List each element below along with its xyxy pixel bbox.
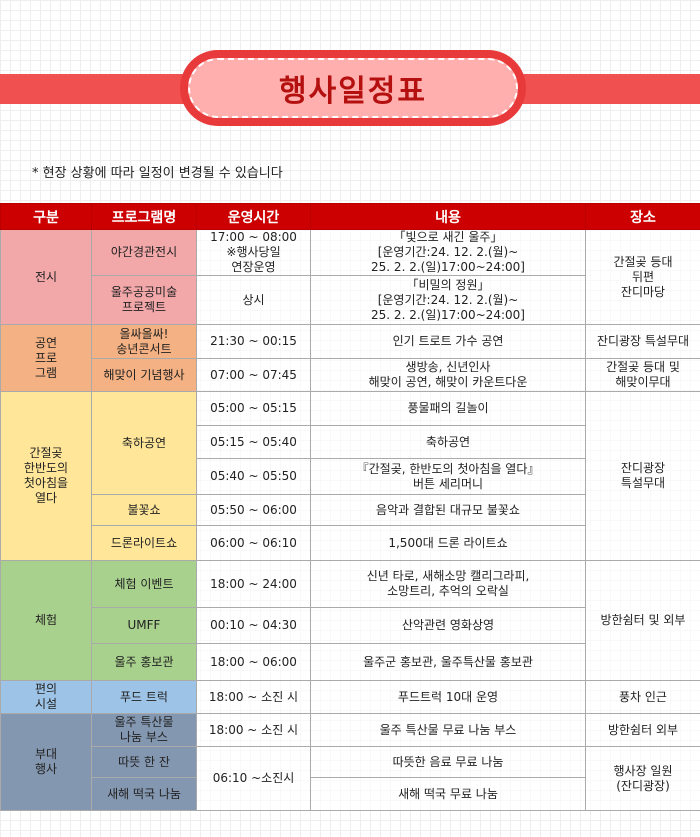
content-cell: 울주 특산물 무료 나눔 부스 [310,713,586,747]
content-cell: 「비밀의 정원」 [운영기간:24. 12. 2.(월)~ 25. 2. 2.(… [310,275,586,325]
content-cell: 산악관련 영화상영 [310,607,586,644]
category-cell: 편의 시설 [0,680,92,714]
header-place: 장소 [585,203,700,230]
category-cell: 체험 [0,560,92,681]
program-cell: 울주공공미술 프로젝트 [91,275,197,325]
program-cell: 야간경관전시 [91,229,197,276]
table-row: 울주공공미술 프로젝트 상시 「비밀의 정원」 [운영기간:24. 12. 2.(월… [1,275,700,325]
title-banner: 행사일정표 [180,50,526,126]
content-cell: 생방송, 신년인사 해맞이 공연, 해맞이 카운트다운 [310,358,586,392]
header-time: 운영시간 [196,203,311,230]
program-cell: 울주 특산물 나눔 부스 [91,713,197,747]
place-cell: 잔디광장 특설무대 [585,391,700,561]
content-cell: 따뜻한 음료 무료 나눔 [310,746,586,778]
header-category: 구분 [0,203,92,230]
table-row: 해맞이 기념행사 07:00 ~ 07:45 생방송, 신년인사 해맞이 공연, 해… [1,358,700,392]
program-cell: 체험 이벤트 [91,560,197,608]
table-row: 편의 시설 푸드 트럭 18:00 ~ 소진 시 푸드트럭 10대 운영 풍차 인근 [0,680,700,714]
header-program: 프로그램명 [91,203,197,230]
place-cell: 방한쉼터 외부 [585,713,700,747]
time-cell: 05:00 ~ 05:15 [196,391,311,426]
program-cell: 푸드 트럭 [91,680,197,714]
content-cell: 풍물패의 길놀이 [310,391,586,426]
time-cell: 18:00 ~ 소진 시 [196,680,311,714]
time-cell: 18:00 ~ 소진 시 [196,713,311,747]
place-cell: 방한쉼터 및 외부 [585,560,700,681]
content-cell: 1,500대 드론 라이트쇼 [310,525,586,561]
header-content: 내용 [310,203,586,230]
table-row: 간절곶 한반도의 첫아침을 열다 축하공연 05:00 ~ 05:15 풍물패의 길놀… [0,391,700,561]
content-cell: 「빛으로 새긴 울주」 [운영기간:24. 12. 2.(월)~ 25. 2. … [310,229,586,276]
time-cell: 상시 [196,275,311,325]
time-cell: 17:00 ~ 08:00 ※행사당일 연장운영 [196,229,311,276]
table-row: 울주 홍보관 18:00 ~ 06:00 울주군 홍보관, 울주특산물 홍보관 [1,643,700,681]
program-cell: 따뜻 한 잔 [91,746,197,778]
category-cell: 전시 [0,229,92,325]
content-cell: 『간절곶, 한반도의 첫아침을 열다』 버튼 세리머니 [310,458,586,495]
program-cell: UMFF [91,607,197,644]
time-cell: 21:30 ~ 00:15 [196,324,311,359]
table-row: 부대 행사 울주 특산물 나눔 부스 18:00 ~ 소진 시 울주 특산물 무료 나… [0,713,700,811]
time-cell: 06:10 ~소진시 [196,746,311,811]
content-cell: 푸드트럭 10대 운영 [310,680,586,714]
content-cell: 울주군 홍보관, 울주특산물 홍보관 [310,643,586,681]
time-cell: 00:10 ~ 04:30 [196,607,311,644]
program-cell: 올싸올싸! 송년콘서트 [91,324,197,359]
table-row: 드론라이트쇼 06:00 ~ 06:10 1,500대 드론 라이트쇼 [1,525,700,561]
category-cell: 공연 프로 그램 [0,324,92,392]
schedule-table: 구분 프로그램명 운영시간 내용 장소 전시 야간경관전시 17:00 ~ 08:0… [0,203,700,811]
schedule-note: * 현장 상황에 따라 일정이 변경될 수 있습니다 [32,166,283,181]
program-cell: 해맞이 기념행사 [91,358,197,392]
place-cell: 풍차 인근 [585,680,700,714]
table-row: 새해 떡국 나눔 새해 떡국 무료 나눔 [1,777,700,811]
table-row: UMFF 00:10 ~ 04:30 산악관련 영화상영 [1,607,700,644]
table-row: 05:15 ~ 05:40 축하공연 [1,425,700,459]
content-cell: 인기 트로트 가수 공연 [310,324,586,359]
category-cell: 간절곶 한반도의 첫아침을 열다 [0,391,92,561]
program-cell: 불꽃쇼 [91,494,197,526]
time-cell: 05:15 ~ 05:40 [196,425,311,459]
time-cell: 05:50 ~ 06:00 [196,494,311,526]
program-cell: 드론라이트쇼 [91,525,197,561]
time-cell: 07:00 ~ 07:45 [196,358,311,392]
table-header: 구분 프로그램명 운영시간 내용 장소 [0,203,700,230]
place-cell: 간절곶 등대 및 해맞이무대 [585,358,700,392]
program-cell: 축하공연 [91,391,197,495]
page-title: 행사일정표 [279,74,427,109]
content-cell: 축하공연 [310,425,586,459]
place-cell: 잔디광장 특설무대 [585,324,700,359]
table-row: 전시 야간경관전시 17:00 ~ 08:00 ※행사당일 연장운영 「빛으로 새긴 … [0,229,700,325]
content-cell: 음악과 결합된 대규모 불꽃쇼 [310,494,586,526]
program-cell: 울주 홍보관 [91,643,197,681]
content-cell: 신년 타로, 새해소망 캘리그라피, 소망트리, 추억의 오락실 [310,560,586,608]
time-cell: 18:00 ~ 06:00 [196,643,311,681]
time-cell: 18:00 ~ 24:00 [196,560,311,608]
content-cell: 새해 떡국 무료 나눔 [310,777,586,811]
table-row: 공연 프로 그램 올싸올싸! 송년콘서트 21:30 ~ 00:15 인기 트로트 가… [0,324,700,392]
program-cell: 새해 떡국 나눔 [91,777,197,811]
place-cell: 간절곶 등대 뒤편 잔디마당 [585,229,700,325]
time-cell: 06:00 ~ 06:10 [196,525,311,561]
place-cell: 행사장 일원 (잔디광장) [585,746,700,811]
table-row: 따뜻 한 잔 06:10 ~소진시 따뜻한 음료 무료 나눔 행사장 일원 (잔디광장… [1,746,700,811]
category-cell: 부대 행사 [0,713,92,811]
table-row: 체험 체험 이벤트 18:00 ~ 24:00 신년 타로, 새해소망 캘리그라피, … [0,560,700,681]
time-cell: 05:40 ~ 05:50 [196,458,311,495]
